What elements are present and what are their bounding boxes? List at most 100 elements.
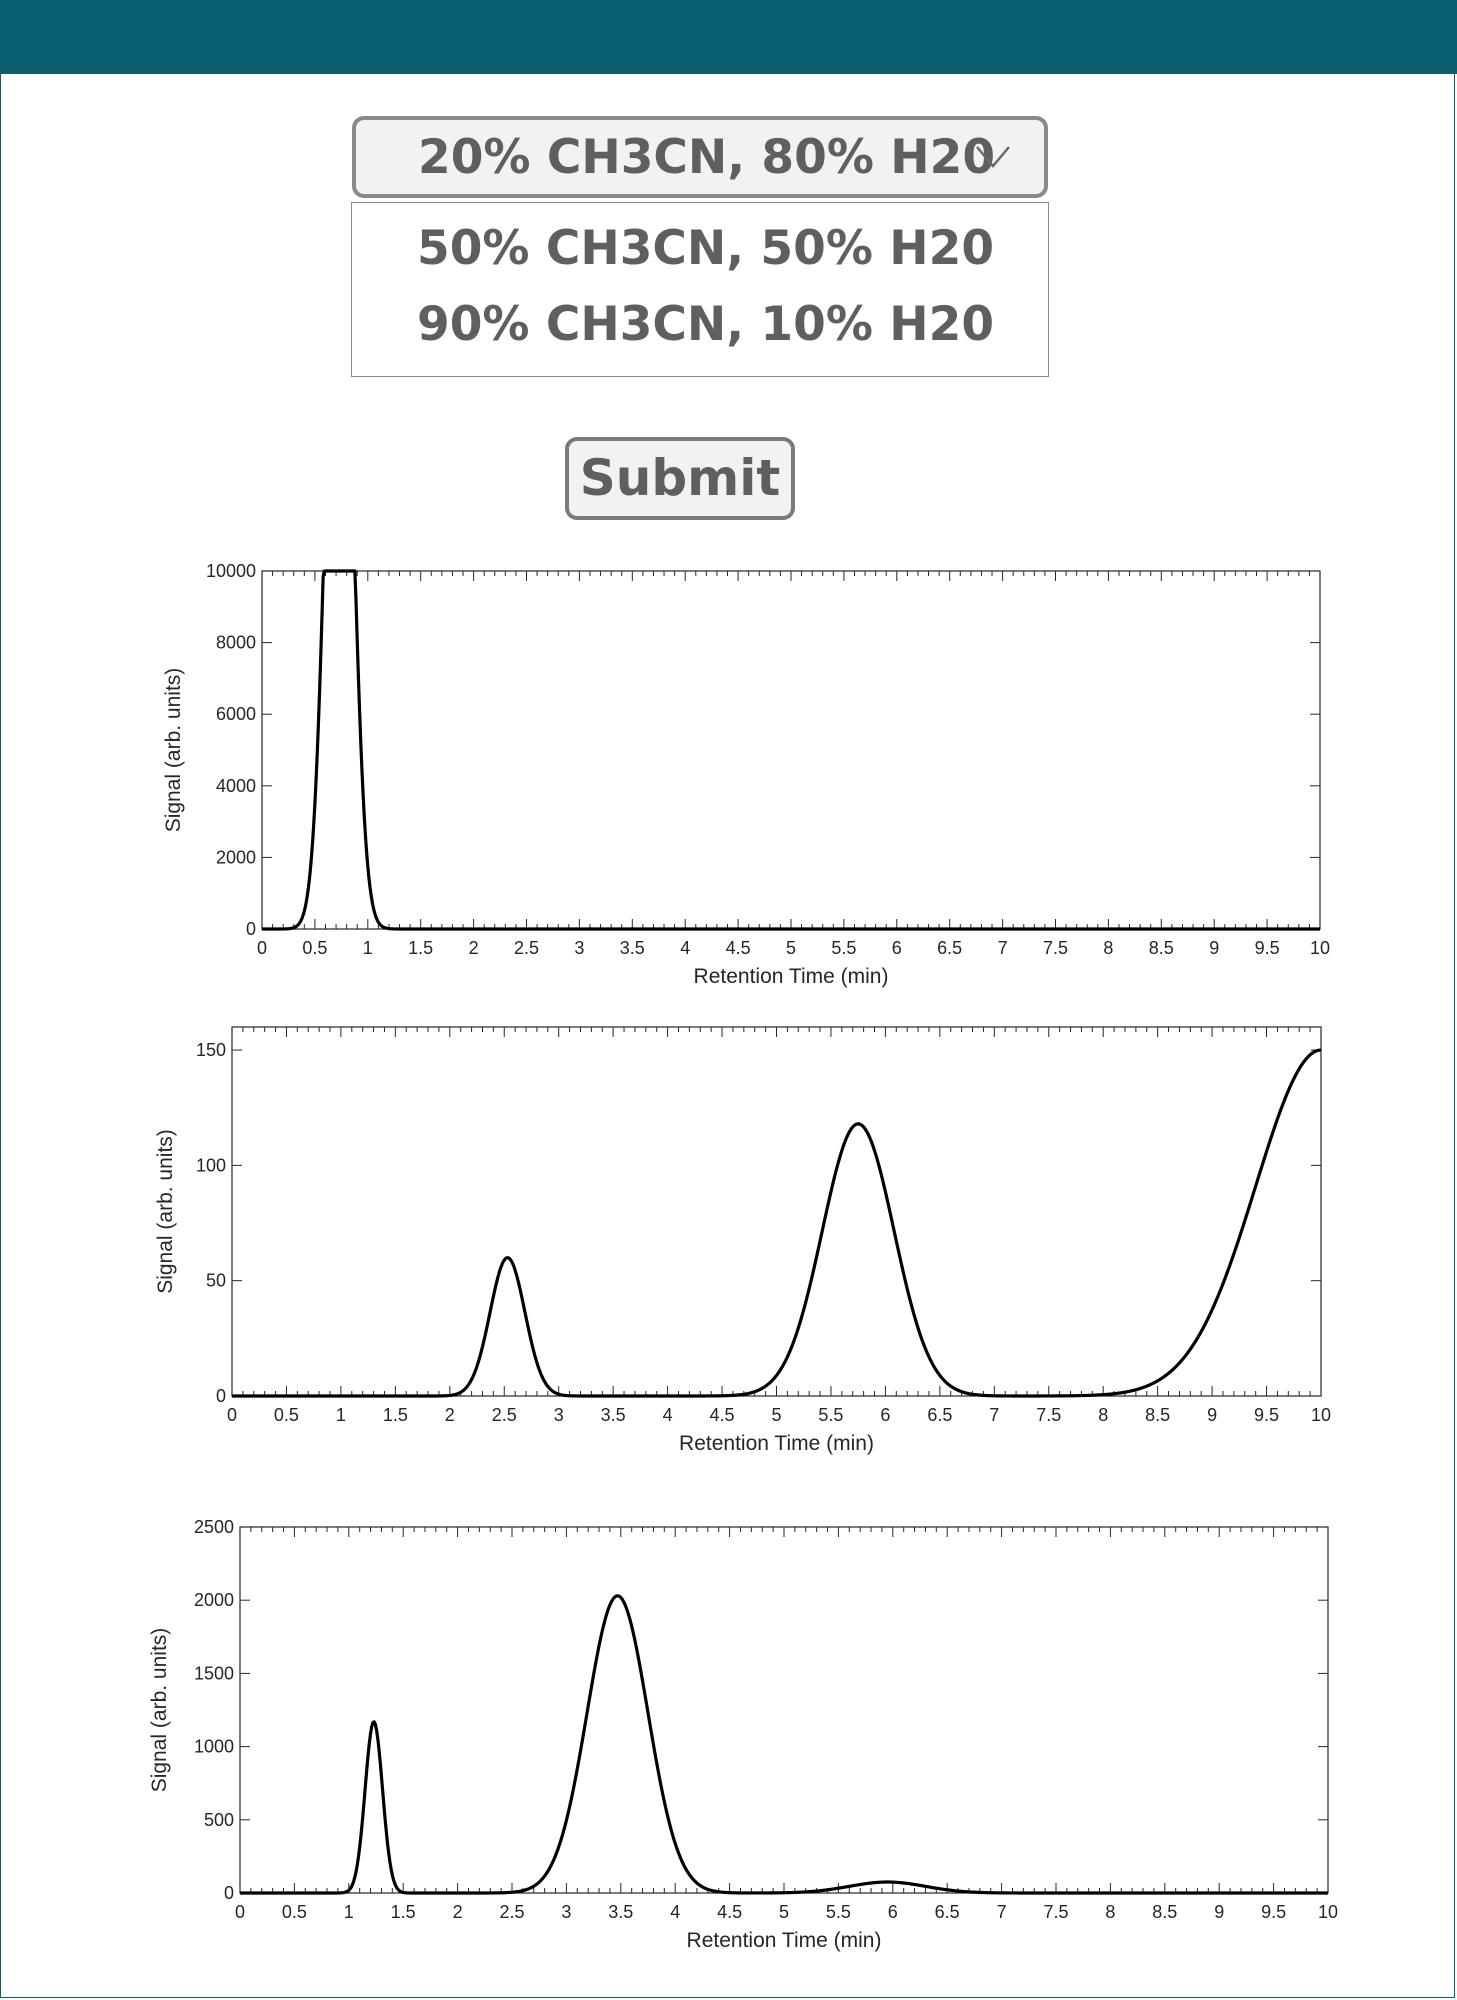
x-tick-label: 4.5 bbox=[726, 938, 751, 958]
y-tick-label: 100 bbox=[196, 1155, 226, 1175]
x-tick-label: 2 bbox=[445, 1405, 455, 1425]
y-tick-label: 2000 bbox=[194, 1590, 234, 1610]
x-tick-label: 10 bbox=[1318, 1902, 1338, 1922]
x-tick-label: 1 bbox=[363, 938, 373, 958]
x-tick-label: 3 bbox=[554, 1405, 564, 1425]
y-tick-label: 50 bbox=[206, 1271, 226, 1291]
x-tick-label: 1.5 bbox=[408, 938, 433, 958]
y-axis-label: Signal (arb. units) bbox=[154, 1129, 177, 1294]
x-tick-label: 9 bbox=[1207, 1405, 1217, 1425]
x-tick-label: 7.5 bbox=[1043, 938, 1068, 958]
x-tick-label: 3.5 bbox=[601, 1405, 626, 1425]
x-tick-label: 10 bbox=[1311, 1405, 1331, 1425]
y-axis-label: Signal (arb. units) bbox=[162, 668, 185, 833]
plot-area bbox=[231, 1026, 1322, 1397]
x-tick-label: 4.5 bbox=[717, 1902, 742, 1922]
x-tick-label: 1 bbox=[344, 1902, 354, 1922]
x-tick-label: 7 bbox=[998, 938, 1008, 958]
x-tick-label: 6.5 bbox=[937, 938, 962, 958]
x-tick-label: 5 bbox=[771, 1405, 781, 1425]
chevron-down-icon bbox=[976, 146, 1010, 173]
x-tick-label: 10 bbox=[1310, 938, 1330, 958]
x-tick-label: 2 bbox=[453, 1902, 463, 1922]
x-tick-label: 6.5 bbox=[927, 1405, 952, 1425]
x-tick-label: 5 bbox=[779, 1902, 789, 1922]
solvent-select-value: 20% CH3CN, 80% H20 bbox=[418, 130, 996, 185]
x-tick-label: 6 bbox=[888, 1902, 898, 1922]
x-tick-label: 2.5 bbox=[514, 938, 539, 958]
signal-trace bbox=[239, 1594, 1329, 1895]
y-tick-label: 0 bbox=[216, 1386, 226, 1406]
x-tick-label: 5.5 bbox=[831, 938, 856, 958]
solvent-select[interactable]: 20% CH3CN, 80% H20 bbox=[352, 116, 1048, 198]
top-bar bbox=[0, 0, 1457, 74]
submit-button[interactable]: Submit bbox=[565, 437, 795, 520]
y-tick-label: 500 bbox=[204, 1810, 234, 1830]
x-tick-label: 4 bbox=[680, 938, 690, 958]
x-tick-label: 5.5 bbox=[818, 1405, 843, 1425]
x-axis-label: Retention Time (min) bbox=[687, 1929, 882, 1952]
x-tick-label: 8 bbox=[1105, 1902, 1115, 1922]
x-tick-label: 9 bbox=[1214, 1902, 1224, 1922]
chromatogram-chart-2: 0 0.5 1 1.5 2 2.5 3 3.5 4 4.5 5 5.5 6 6.5 7 7.5 8 8.5 9 9.5… bbox=[154, 1026, 1331, 1455]
signal-trace bbox=[231, 1048, 1322, 1398]
x-tick-label: 7.5 bbox=[1043, 1902, 1068, 1922]
y-tick-label: 1000 bbox=[194, 1737, 234, 1757]
x-tick-label: 9.5 bbox=[1261, 1902, 1286, 1922]
y-tick-label: 2000 bbox=[216, 847, 256, 867]
plot-area bbox=[261, 570, 1321, 930]
x-tick-label: 0 bbox=[227, 1405, 237, 1425]
x-tick-label: 1.5 bbox=[383, 1405, 408, 1425]
y-tick-label: 0 bbox=[224, 1883, 234, 1903]
x-tick-label: 2.5 bbox=[499, 1902, 524, 1922]
x-tick-label: 1 bbox=[336, 1405, 346, 1425]
x-tick-label: 2 bbox=[469, 938, 479, 958]
x-tick-label: 5.5 bbox=[826, 1902, 851, 1922]
y-tick-label: 0 bbox=[246, 919, 256, 939]
chromatogram-chart-1: 0 0.5 1 1.5 2 2.5 3 3.5 4 4.5 5 5.5 6 6.5 7 7.5 8 8.5 9 9.5… bbox=[162, 561, 1330, 988]
x-tick-label: 4 bbox=[663, 1405, 673, 1425]
y-axis-label: Signal (arb. units) bbox=[148, 1628, 171, 1793]
x-tick-label: 3.5 bbox=[620, 938, 645, 958]
x-tick-label: 9 bbox=[1209, 938, 1219, 958]
x-tick-label: 3 bbox=[574, 938, 584, 958]
x-axis-label: Retention Time (min) bbox=[679, 1432, 874, 1455]
solvent-options-list: 50% CH3CN, 50% H20 90% CH3CN, 10% H20 bbox=[351, 202, 1049, 377]
plot-area bbox=[239, 1526, 1329, 1894]
x-tick-label: 8 bbox=[1098, 1405, 1108, 1425]
x-tick-label: 0.5 bbox=[282, 1902, 307, 1922]
x-tick-label: 8.5 bbox=[1152, 1902, 1177, 1922]
x-axis-label: Retention Time (min) bbox=[694, 965, 889, 988]
y-tick-label: 2500 bbox=[194, 1517, 234, 1537]
chromatogram-chart-3: 0 0.5 1 1.5 2 2.5 3 3.5 4 4.5 5 5.5 6 6.5 7 7.5 8 8.5 9 9.5… bbox=[148, 1517, 1338, 1952]
x-tick-label: 0 bbox=[257, 938, 267, 958]
y-tick-label: 10000 bbox=[206, 561, 256, 581]
x-tick-label: 6.5 bbox=[935, 1902, 960, 1922]
x-tick-label: 7.5 bbox=[1036, 1405, 1061, 1425]
x-tick-label: 4 bbox=[670, 1902, 680, 1922]
solvent-option[interactable]: 50% CH3CN, 50% H20 bbox=[417, 221, 995, 276]
signal-trace bbox=[261, 569, 1321, 931]
x-tick-label: 3.5 bbox=[608, 1902, 633, 1922]
x-tick-label: 7 bbox=[989, 1405, 999, 1425]
x-tick-label: 3 bbox=[561, 1902, 571, 1922]
solvent-option[interactable]: 90% CH3CN, 10% H20 bbox=[417, 297, 995, 352]
y-tick-label: 6000 bbox=[216, 704, 256, 724]
y-tick-label: 150 bbox=[196, 1040, 226, 1060]
x-tick-label: 9.5 bbox=[1255, 938, 1280, 958]
x-tick-label: 2.5 bbox=[492, 1405, 517, 1425]
x-tick-label: 0.5 bbox=[274, 1405, 299, 1425]
x-tick-label: 6 bbox=[892, 938, 902, 958]
x-tick-label: 4.5 bbox=[710, 1405, 735, 1425]
x-tick-label: 9.5 bbox=[1254, 1405, 1279, 1425]
x-tick-label: 0.5 bbox=[302, 938, 327, 958]
x-tick-label: 5 bbox=[786, 938, 796, 958]
y-tick-label: 1500 bbox=[194, 1663, 234, 1683]
x-tick-label: 8 bbox=[1103, 938, 1113, 958]
x-tick-label: 8.5 bbox=[1149, 938, 1174, 958]
x-tick-label: 1.5 bbox=[391, 1902, 416, 1922]
y-tick-label: 4000 bbox=[216, 776, 256, 796]
x-tick-label: 0 bbox=[235, 1902, 245, 1922]
y-tick-label: 8000 bbox=[216, 633, 256, 653]
x-tick-label: 8.5 bbox=[1145, 1405, 1170, 1425]
